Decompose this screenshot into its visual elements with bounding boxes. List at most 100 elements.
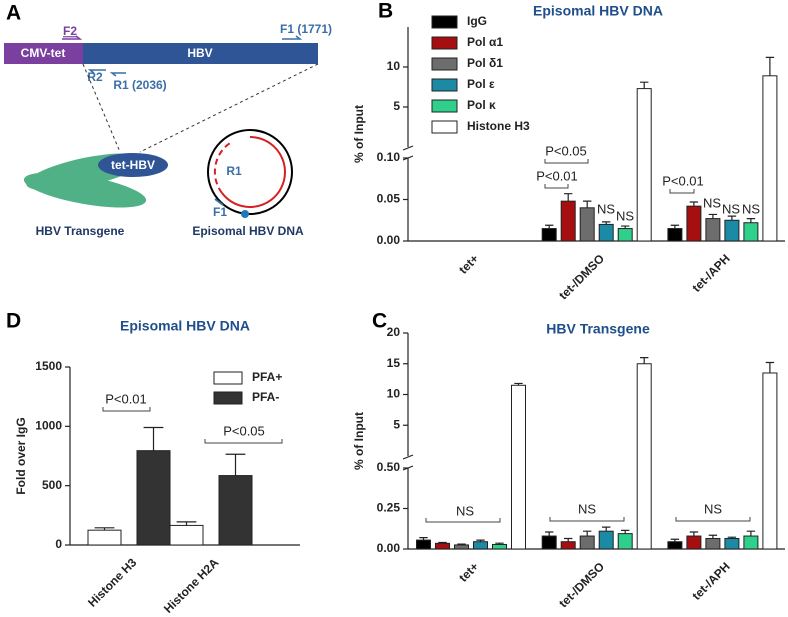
error-bar (708, 213, 718, 219)
bar (473, 541, 488, 550)
error-bar (495, 542, 504, 545)
significance-bracket (669, 189, 695, 194)
bar (598, 223, 614, 242)
y-tick-label: 0.25 (377, 501, 401, 515)
error-bar (670, 224, 680, 229)
significance-bracket (425, 518, 501, 523)
bar (541, 228, 557, 242)
primer-label: R1 (2036) (113, 78, 166, 92)
panel-label: B (378, 0, 393, 23)
error-bar (602, 526, 611, 532)
legend-swatch (213, 391, 243, 405)
error-bar (727, 215, 737, 221)
error-bar (143, 426, 164, 451)
bar (762, 372, 778, 550)
bar (454, 544, 469, 550)
x-tick-label: tet+ (456, 559, 481, 584)
bar (705, 537, 721, 550)
legend-label: Pol α1 (467, 35, 503, 49)
bar (218, 475, 253, 546)
chart-title: Episomal HBV DNA (533, 3, 663, 19)
zoom-line (139, 63, 319, 153)
red-arc-dashed (213, 142, 231, 194)
bar (560, 541, 576, 550)
panel-label: C (372, 310, 387, 333)
y-tick-label: 0.00 (377, 541, 401, 555)
bar (762, 75, 778, 242)
significance-bracket (204, 439, 283, 444)
error-bar (640, 81, 649, 89)
legend-label: PFA- (252, 390, 279, 404)
bar (686, 535, 702, 550)
bar (136, 450, 171, 546)
y-tick-label: 0 (55, 537, 62, 551)
legend-label: Pol δ1 (467, 56, 503, 70)
red-arc (221, 136, 286, 208)
x-tick-label: tet-/APH (689, 251, 732, 294)
bar (724, 219, 740, 242)
y-tick-label: 500 (42, 478, 62, 492)
annotation: P<0.05 (545, 143, 587, 158)
chart-title: HBV Transgene (546, 321, 650, 337)
bar (743, 535, 759, 550)
x-tick-label: Histone H2A (161, 555, 222, 616)
error-bar (727, 536, 737, 539)
error-bar (94, 527, 115, 531)
annotation: NS (742, 201, 760, 216)
annotation: NS (703, 195, 721, 210)
diagram: CMV-tet HBV F2 F1 (1771) R2 R1 (2036) te… (4, 22, 332, 238)
primer-label: F1 (1771) (280, 22, 332, 36)
y-tick-label: 0.10 (377, 150, 401, 164)
bar (87, 529, 122, 546)
bar (667, 541, 683, 550)
annotation: P<0.01 (662, 173, 704, 188)
y-tick-label: 0.50 (377, 460, 401, 474)
bar (579, 535, 595, 550)
locus-label: tet-HBV (111, 158, 155, 172)
annotation: NS (597, 201, 615, 216)
annotation: P<0.01 (105, 391, 147, 406)
bar (617, 228, 633, 242)
error-bar (765, 56, 775, 76)
error-bar (545, 531, 554, 537)
significance-bracket (549, 517, 625, 522)
annotation: P<0.05 (223, 423, 265, 438)
y-axis-label: Fold over IgG (14, 417, 28, 494)
legend-label: Pol ε (467, 77, 495, 91)
legend-swatch (431, 78, 458, 92)
error-bar (176, 521, 197, 526)
chart: Episomal HBV DNA Fold over IgG 0 500 1000 150… (14, 318, 300, 616)
bar (724, 537, 740, 550)
y-tick-label: 1500 (35, 359, 62, 373)
error-bar (640, 357, 649, 364)
bar (636, 363, 652, 550)
y-axis-label: % of Input (352, 412, 366, 470)
chart-title: Episomal HBV DNA (120, 318, 250, 334)
legend-swatch (431, 99, 458, 113)
y-tick-label: 20 (387, 325, 401, 339)
y-tick-label: 15 (387, 356, 401, 370)
annotation: NS (456, 503, 474, 518)
significance-bracket (544, 184, 569, 189)
primer-arrow (214, 198, 224, 206)
chart: HBV Transgene % of Input 0.00 0.25 0.50 5 10 15… (352, 321, 785, 610)
error-bar (621, 529, 630, 534)
error-bar (689, 531, 699, 537)
significance-bracket (675, 517, 751, 522)
panel-labels: A B C D (6, 0, 393, 333)
bar (579, 207, 595, 242)
legend-label: PFA+ (252, 370, 282, 384)
zoom-line (82, 63, 121, 153)
annotation: NS (722, 201, 740, 216)
cmv-block (4, 43, 83, 64)
error-bar (225, 453, 246, 476)
tet-hbv-locus (98, 153, 168, 177)
y-axis-label: % of Input (352, 105, 366, 163)
chart: Episomal HBV DNA % of Input 0.00 0.05 0.10 5 1… (352, 3, 785, 302)
x-tick-label: tet-/DMSO (556, 251, 607, 302)
legend-swatch (431, 15, 458, 29)
primer-arrow (62, 35, 83, 40)
primer-arrow (87, 69, 106, 74)
error-bar (583, 530, 592, 537)
y-tick-label: 0.00 (377, 233, 401, 247)
